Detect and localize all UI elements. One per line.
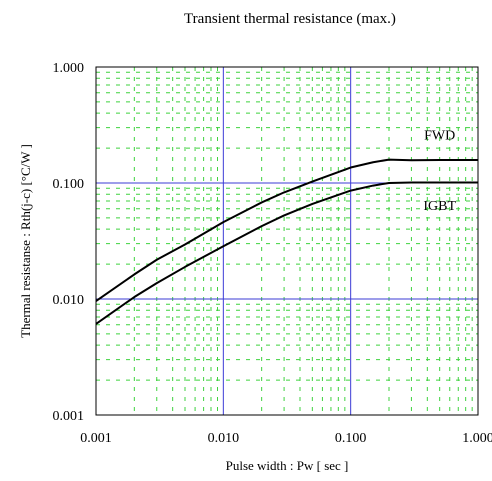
series-label-igbt: IGBT bbox=[423, 199, 456, 214]
series-labels: FWD IGBT bbox=[423, 128, 456, 214]
y-tick-label: 0.100 bbox=[53, 177, 85, 192]
y-tick-labels: 0.001 0.010 0.100 1.000 bbox=[53, 61, 85, 424]
x-tick-label: 0.010 bbox=[208, 431, 240, 446]
plot-frame bbox=[95, 66, 479, 416]
series-line-igbt bbox=[95, 181, 478, 325]
minor-grid bbox=[96, 67, 478, 415]
chart-title: Transient thermal resistance (max.) bbox=[184, 11, 396, 27]
x-tick-labels: 0.001 0.010 0.100 1.000 bbox=[80, 431, 492, 446]
major-grid bbox=[96, 67, 478, 415]
x-axis-label: Pulse width : Pw [ sec ] bbox=[226, 458, 349, 473]
y-tick-label: 1.000 bbox=[53, 61, 85, 76]
x-tick-label: 0.100 bbox=[335, 431, 367, 446]
x-tick-label: 1.000 bbox=[462, 431, 492, 446]
y-tick-label: 0.001 bbox=[53, 409, 85, 424]
series-curves bbox=[95, 158, 478, 325]
y-axis-label: Thermal resistanse : Rth(j-c) [°C/W ] bbox=[18, 144, 33, 338]
series-line-fwd bbox=[95, 158, 478, 302]
y-tick-label: 0.010 bbox=[53, 293, 85, 308]
series-label-fwd: FWD bbox=[424, 128, 455, 143]
x-tick-label: 0.001 bbox=[80, 431, 112, 446]
